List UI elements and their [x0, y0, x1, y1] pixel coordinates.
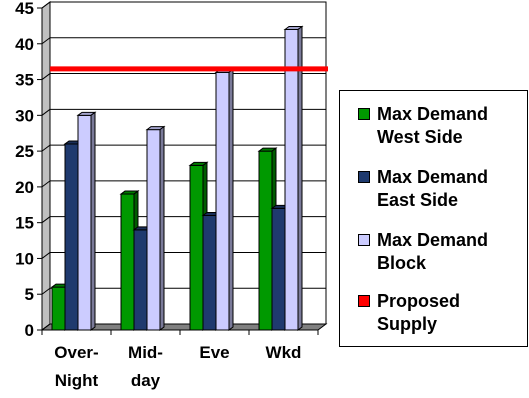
y-tick-label: 5: [25, 285, 34, 304]
y-tick-label: 0: [25, 321, 34, 340]
legend-label-supply: Proposed Supply: [377, 291, 461, 334]
plot-area: 0 5 10 15 20 25 30 35 40 45 Over-Night Mid-day Eve Wk…: [15, 0, 328, 390]
legend-item-block: Max Demand Block: [358, 229, 488, 275]
legend-swatch-block: [358, 234, 370, 246]
legend-label-block: Max Demand Block: [377, 230, 489, 273]
bar: [271, 207, 286, 331]
x-tick-label: Wkd: [266, 343, 302, 362]
x-tick-label: Eve: [199, 343, 229, 362]
x-tick-label: Over-Night: [54, 343, 98, 390]
gridline-side: [41, 180, 51, 188]
y-tick-label: 40: [15, 35, 34, 54]
bar: [258, 150, 273, 331]
gridline-side: [41, 287, 51, 295]
bar: [64, 143, 79, 331]
legend: Max Demand West Side Max Demand East Sid…: [339, 90, 528, 347]
legend-swatch-supply: [358, 295, 370, 307]
y-tick-label: 25: [15, 142, 34, 161]
side-wall: [41, 1, 51, 331]
x-tick-label: Mid-day: [128, 343, 163, 390]
bar-side: [90, 111, 96, 331]
gridline-side: [41, 252, 51, 259]
bar: [189, 164, 204, 331]
y-tick-label: 10: [15, 249, 34, 268]
gridline-side: [41, 144, 51, 152]
bar: [146, 129, 161, 331]
gridline-side: [41, 73, 51, 80]
bar: [284, 28, 299, 331]
bar: [77, 114, 92, 331]
bar-side: [297, 25, 303, 331]
y-tick-label: 20: [15, 178, 34, 197]
gridline-side: [41, 323, 51, 331]
legend-swatch-west: [358, 108, 370, 120]
bar: [51, 286, 66, 331]
y-tick-label: 15: [15, 214, 34, 233]
y-tick-label: 30: [15, 106, 34, 125]
bar: [202, 215, 217, 331]
y-tick-label: 45: [15, 0, 34, 18]
legend-item-supply: Proposed Supply: [358, 290, 460, 336]
legend-label-west: Max Demand West Side: [377, 104, 489, 147]
gridline-side: [41, 37, 51, 45]
bar: [215, 71, 230, 331]
bar-side: [159, 125, 165, 331]
legend-swatch-east: [358, 171, 370, 183]
gridline-side: [41, 216, 51, 224]
bar-side: [228, 68, 234, 331]
gridline-side: [41, 1, 51, 9]
legend-item-west: Max Demand West Side: [358, 103, 488, 149]
legend-item-east: Max Demand East Side: [358, 166, 488, 212]
gridline-side: [41, 108, 51, 116]
y-tick-label: 35: [15, 71, 34, 90]
legend-label-east: Max Demand East Side: [377, 167, 489, 210]
bar: [120, 193, 135, 331]
bar: [133, 229, 148, 331]
